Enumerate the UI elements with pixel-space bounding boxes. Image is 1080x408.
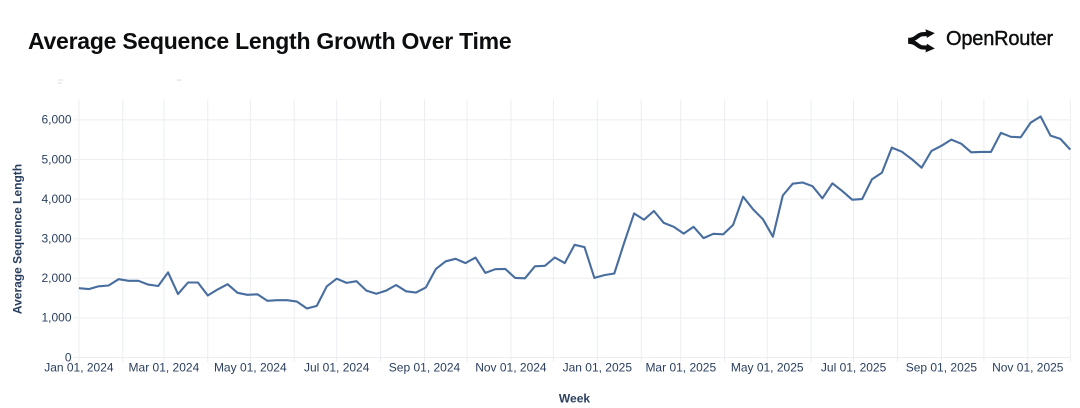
svg-text:Jan 01, 2024: Jan 01, 2024 — [44, 361, 114, 375]
svg-text:Jan 01, 2025: Jan 01, 2025 — [563, 361, 633, 375]
svg-text:Sep 01, 2024: Sep 01, 2024 — [389, 361, 461, 375]
svg-text:Jul 01, 2025: Jul 01, 2025 — [821, 361, 887, 375]
svg-text:5,000: 5,000 — [41, 152, 71, 166]
svg-text:May 01, 2024: May 01, 2024 — [214, 361, 287, 375]
svg-text:2,000: 2,000 — [41, 271, 71, 285]
svg-text:0: 0 — [65, 350, 72, 364]
svg-text:6,000: 6,000 — [41, 113, 71, 127]
svg-text:1,000: 1,000 — [41, 311, 71, 325]
svg-text:4,000: 4,000 — [41, 192, 71, 206]
svg-text:Mar 01, 2025: Mar 01, 2025 — [645, 361, 716, 375]
svg-text:Nov 01, 2024: Nov 01, 2024 — [475, 361, 547, 375]
svg-text:May 01, 2025: May 01, 2025 — [731, 361, 804, 375]
svg-text:3,000: 3,000 — [41, 232, 71, 246]
svg-text:Nov 01, 2025: Nov 01, 2025 — [992, 361, 1064, 375]
svg-text:Mar 01, 2024: Mar 01, 2024 — [129, 361, 200, 375]
svg-text:Sep 01, 2025: Sep 01, 2025 — [906, 361, 978, 375]
svg-text:Jul 01, 2024: Jul 01, 2024 — [304, 361, 370, 375]
svg-text:Week: Week — [559, 392, 590, 406]
svg-text:Average Sequence Length: Average Sequence Length — [11, 164, 25, 314]
